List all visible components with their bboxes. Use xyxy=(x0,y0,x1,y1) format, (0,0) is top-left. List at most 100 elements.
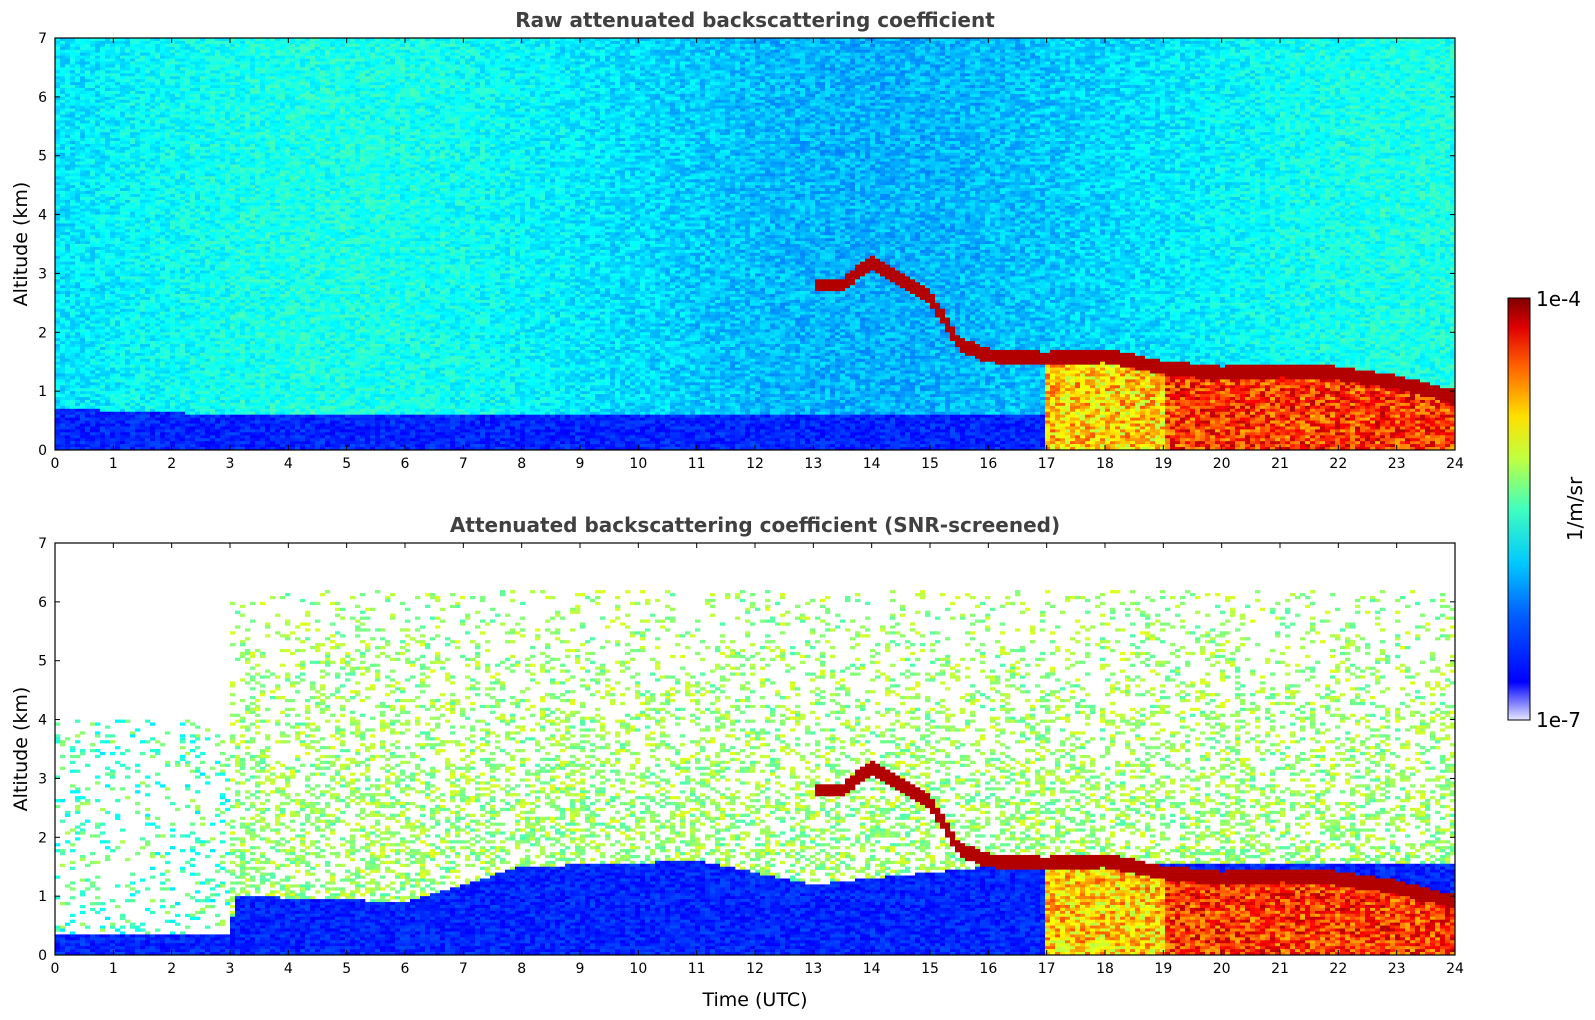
heatmap-cell xyxy=(80,259,85,262)
heatmap-cell xyxy=(60,235,65,238)
heatmap-cell xyxy=(65,338,70,341)
heatmap-cell xyxy=(55,303,60,306)
heatmap-cell xyxy=(75,135,80,138)
heatmap-cell xyxy=(65,215,70,218)
heatmap-cell xyxy=(85,126,90,129)
heatmap-cell xyxy=(75,56,80,59)
heatmap-cell xyxy=(60,200,65,203)
heatmap-cell xyxy=(65,223,70,226)
heatmap-cell xyxy=(65,212,70,215)
heatmap-cell xyxy=(65,406,70,409)
heatmap-cell xyxy=(80,147,85,150)
heatmap-cell xyxy=(55,412,60,415)
heatmap-cell xyxy=(55,323,60,326)
heatmap-cell xyxy=(85,41,90,44)
heatmap-cell xyxy=(75,238,80,241)
heatmap-cell xyxy=(55,188,60,191)
heatmap-cell xyxy=(60,294,65,297)
heatmap-cell xyxy=(70,147,75,150)
heatmap-cell xyxy=(75,259,80,262)
heatmap-cell xyxy=(70,415,75,418)
heatmap-cell xyxy=(80,424,85,427)
heatmap-cell xyxy=(75,309,80,312)
heatmap-cell xyxy=(75,300,80,303)
heatmap-cell xyxy=(65,359,70,362)
heatmap-cell xyxy=(55,368,60,371)
heatmap-cell xyxy=(80,394,85,397)
heatmap-cell xyxy=(75,273,80,276)
heatmap-cell xyxy=(55,444,60,447)
heatmap-cell xyxy=(80,235,85,238)
heatmap-cell xyxy=(60,147,65,150)
heatmap-cell xyxy=(85,323,90,326)
heatmap-cell xyxy=(75,332,80,335)
heatmap-cell xyxy=(55,173,60,176)
heatmap-cell xyxy=(65,418,70,421)
heatmap-cell xyxy=(55,418,60,421)
heatmap-cell xyxy=(80,67,85,70)
heatmap-cell xyxy=(60,303,65,306)
heatmap-cell xyxy=(55,218,60,221)
heatmap-cell xyxy=(60,400,65,403)
heatmap-cell xyxy=(55,44,60,47)
heatmap-cell xyxy=(65,88,70,91)
heatmap-cell xyxy=(65,100,70,103)
heatmap-cell xyxy=(55,76,60,79)
heatmap-cell xyxy=(60,156,65,159)
heatmap-cell xyxy=(55,268,60,271)
heatmap-cell xyxy=(75,53,80,56)
heatmap-cell xyxy=(65,244,70,247)
heatmap-cell xyxy=(80,426,85,429)
heatmap-cell xyxy=(70,309,75,312)
heatmap-cell xyxy=(85,303,90,306)
heatmap-cell xyxy=(55,344,60,347)
heatmap-cell xyxy=(70,144,75,147)
heatmap-cell xyxy=(60,44,65,47)
heatmap-cell xyxy=(80,53,85,56)
heatmap-cell xyxy=(60,135,65,138)
heatmap-cell xyxy=(55,385,60,388)
heatmap-cell xyxy=(65,379,70,382)
heatmap-cell xyxy=(75,170,80,173)
heatmap-cell xyxy=(65,203,70,206)
heatmap-cell xyxy=(55,247,60,250)
heatmap-cell xyxy=(80,129,85,132)
heatmap-cell xyxy=(75,109,80,112)
heatmap-cell xyxy=(85,321,90,324)
heatmap-cell xyxy=(60,117,65,120)
heatmap-cell xyxy=(70,229,75,232)
heatmap-cell xyxy=(65,373,70,376)
heatmap-cell xyxy=(55,235,60,238)
heatmap-cell xyxy=(65,268,70,271)
heatmap-cell xyxy=(60,253,65,256)
heatmap-cell xyxy=(70,373,75,376)
heatmap-cell xyxy=(60,418,65,421)
heatmap-cell xyxy=(65,179,70,182)
heatmap-cell xyxy=(75,435,80,438)
heatmap-cell xyxy=(80,185,85,188)
heatmap-cell xyxy=(55,376,60,379)
heatmap-cell xyxy=(55,120,60,123)
heatmap-cell xyxy=(75,235,80,238)
heatmap-cell xyxy=(80,273,85,276)
heatmap-cell xyxy=(65,165,70,168)
heatmap-cell xyxy=(55,232,60,235)
heatmap-cell xyxy=(75,359,80,362)
heatmap-cell xyxy=(65,41,70,44)
heatmap-cell xyxy=(80,400,85,403)
heatmap-cell xyxy=(60,382,65,385)
heatmap-cell xyxy=(60,215,65,218)
heatmap-cell xyxy=(70,426,75,429)
heatmap-cell xyxy=(65,332,70,335)
heatmap-cell xyxy=(70,197,75,200)
heatmap-cell xyxy=(70,67,75,70)
heatmap-cell xyxy=(75,112,80,115)
heatmap-cell xyxy=(80,397,85,400)
heatmap-cell xyxy=(70,303,75,306)
heatmap-cell xyxy=(85,53,90,56)
heatmap-cell xyxy=(75,197,80,200)
heatmap-cell xyxy=(60,150,65,153)
heatmap-cell xyxy=(60,368,65,371)
heatmap-cell xyxy=(55,53,60,56)
heatmap-cell xyxy=(60,132,65,135)
